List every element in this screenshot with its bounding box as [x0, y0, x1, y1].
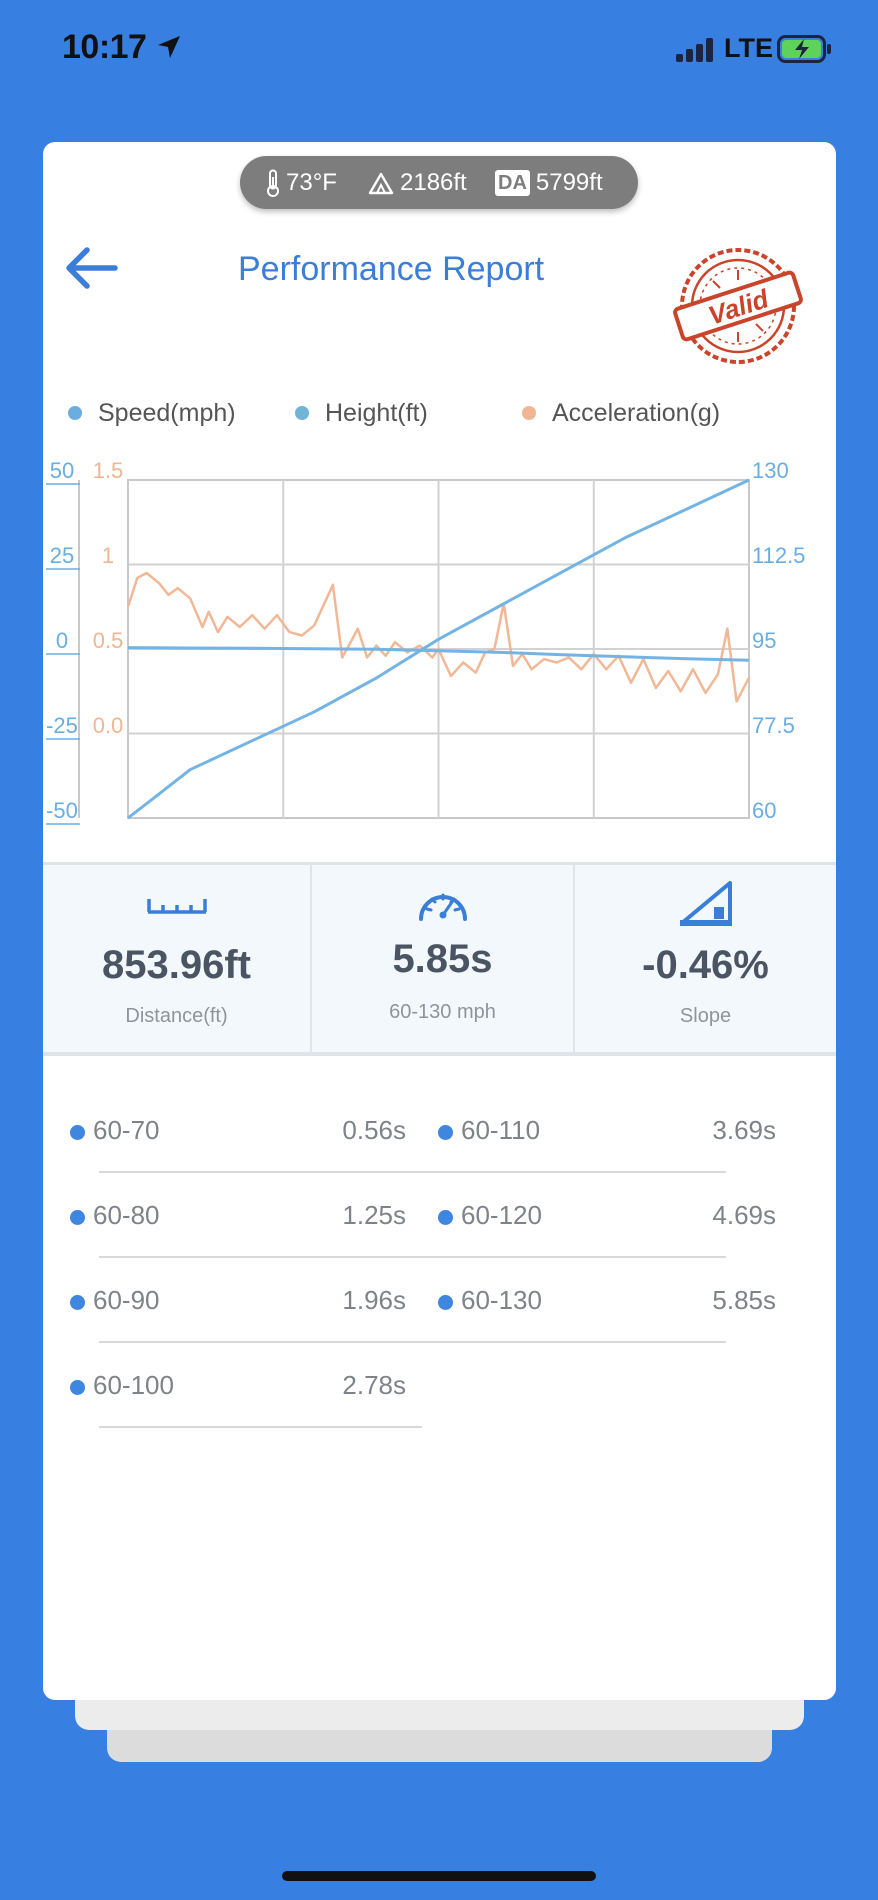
temperature-value: 73°F: [286, 169, 337, 196]
height-tick-label: -25: [46, 713, 78, 738]
cellular-signal-icon: [676, 38, 716, 62]
density-altitude-badge: DA: [495, 170, 530, 196]
split-dot: [70, 1210, 85, 1225]
split-label: 60-90: [93, 1285, 160, 1315]
split-time: 1.25s: [342, 1200, 406, 1230]
performance-chart: 50 25 0 -25 -50 1.5 1 0.5 0.0 130 112.5 95 77.5 60: [46, 458, 805, 825]
thermometer-icon: [267, 169, 279, 197]
divider: [99, 1171, 726, 1173]
speed-line: [127, 478, 750, 820]
stat-slope: -0.46% Slope: [573, 865, 836, 1055]
legend-label: Acceleration(g): [552, 398, 721, 427]
divider: [99, 1256, 726, 1258]
legend-height: Height(ft): [295, 398, 428, 428]
legend-speed: Speed(mph): [68, 398, 236, 428]
back-arrow-icon[interactable]: [63, 244, 119, 292]
stat-value: 5.85s: [392, 937, 493, 981]
split-label: 60-80: [93, 1200, 160, 1230]
speedometer-icon: [418, 893, 467, 921]
stat-label: Slope: [679, 1005, 732, 1027]
status-time: 10:17: [62, 28, 147, 66]
acceleration-tick-label: 1.5: [93, 458, 124, 483]
acceleration-line: [126, 571, 751, 703]
status-bar: 10:17 LTE: [0, 0, 878, 100]
acceleration-tick-label: 1: [102, 543, 114, 568]
stat-label: 60-130 mph: [389, 1001, 496, 1023]
height-line: [127, 646, 750, 662]
speed-tick-label: 60: [752, 798, 776, 823]
split-dot: [70, 1295, 85, 1310]
density-altitude-indicator: DA 5799ft: [495, 169, 603, 197]
stat-elapsed-time: 5.85s 60-130 mph: [310, 865, 573, 1055]
split-row: 60-100 2.78s: [70, 1368, 410, 1408]
slope-icon: [679, 881, 732, 926]
split-time: 2.78s: [342, 1370, 406, 1400]
page-title: Performance Report: [238, 250, 545, 288]
speed-tick-label: 77.5: [752, 713, 795, 738]
elevation-value: 2186ft: [400, 169, 467, 196]
split-dot: [438, 1210, 453, 1225]
height-tick-label: 50: [50, 458, 74, 483]
legend-label: Speed(mph): [98, 398, 236, 427]
split-row: 60-120 4.69s: [438, 1198, 778, 1238]
stats-panel: 853.96ft Distance(ft) 5.85s 60-130 mph -…: [43, 862, 836, 1056]
acceleration-tick-label: 0.0: [93, 713, 124, 738]
split-label: 60-100: [93, 1370, 174, 1400]
home-indicator: [282, 1871, 596, 1881]
split-dot: [438, 1295, 453, 1310]
speed-tick-label: 112.5: [752, 543, 805, 568]
split-label: 60-70: [93, 1115, 160, 1145]
split-dot: [438, 1125, 453, 1140]
legend-acceleration: Acceleration(g): [522, 398, 720, 428]
stat-value: -0.46%: [642, 943, 769, 987]
split-row: 60-90 1.96s: [70, 1283, 410, 1323]
battery-charging-icon: [777, 35, 831, 63]
speed-tick-label: 95: [752, 628, 776, 653]
mountain-icon: [368, 172, 394, 195]
height-tick-label: -50: [46, 798, 78, 823]
density-altitude-value: 5799ft: [535, 169, 603, 196]
split-dot: [70, 1125, 85, 1140]
split-time: 1.96s: [342, 1285, 406, 1315]
elevation-indicator: 2186ft: [368, 169, 467, 197]
split-label: 60-120: [461, 1200, 542, 1230]
network-label: LTE: [724, 33, 773, 63]
ruler-icon: [146, 899, 207, 914]
legend-dot: [522, 406, 536, 420]
stat-label: Distance(ft): [125, 1005, 228, 1027]
split-row: 60-80 1.25s: [70, 1198, 410, 1238]
divider: [99, 1426, 422, 1428]
location-arrow-icon: [158, 36, 180, 58]
speed-tick-label: 130: [752, 458, 789, 483]
height-tick-label: 25: [50, 543, 74, 568]
split-row: 60-130 5.85s: [438, 1283, 778, 1323]
split-row: 60-70 0.56s: [70, 1113, 410, 1153]
conditions-pill: 73°F 2186ft DA 5799ft: [240, 156, 638, 209]
split-label: 60-110: [461, 1115, 541, 1145]
split-row: 60-110 3.69s: [438, 1113, 778, 1153]
legend-dot: [295, 406, 309, 420]
split-time: 0.56s: [342, 1115, 406, 1145]
split-time: 5.85s: [712, 1285, 776, 1315]
split-dot: [70, 1380, 85, 1395]
split-time: 4.69s: [712, 1200, 776, 1230]
legend-dot: [68, 406, 82, 420]
stat-distance: 853.96ft Distance(ft): [43, 865, 310, 1055]
temperature-indicator: 73°F: [266, 169, 337, 197]
valid-stamp-icon: Valid: [673, 248, 803, 364]
acceleration-tick-label: 0.5: [93, 628, 124, 653]
stat-value: 853.96ft: [102, 943, 251, 987]
split-label: 60-130: [461, 1285, 542, 1315]
split-time: 3.69s: [712, 1115, 776, 1145]
height-tick-label: 0: [56, 628, 68, 653]
divider: [99, 1341, 726, 1343]
legend-label: Height(ft): [325, 398, 428, 427]
